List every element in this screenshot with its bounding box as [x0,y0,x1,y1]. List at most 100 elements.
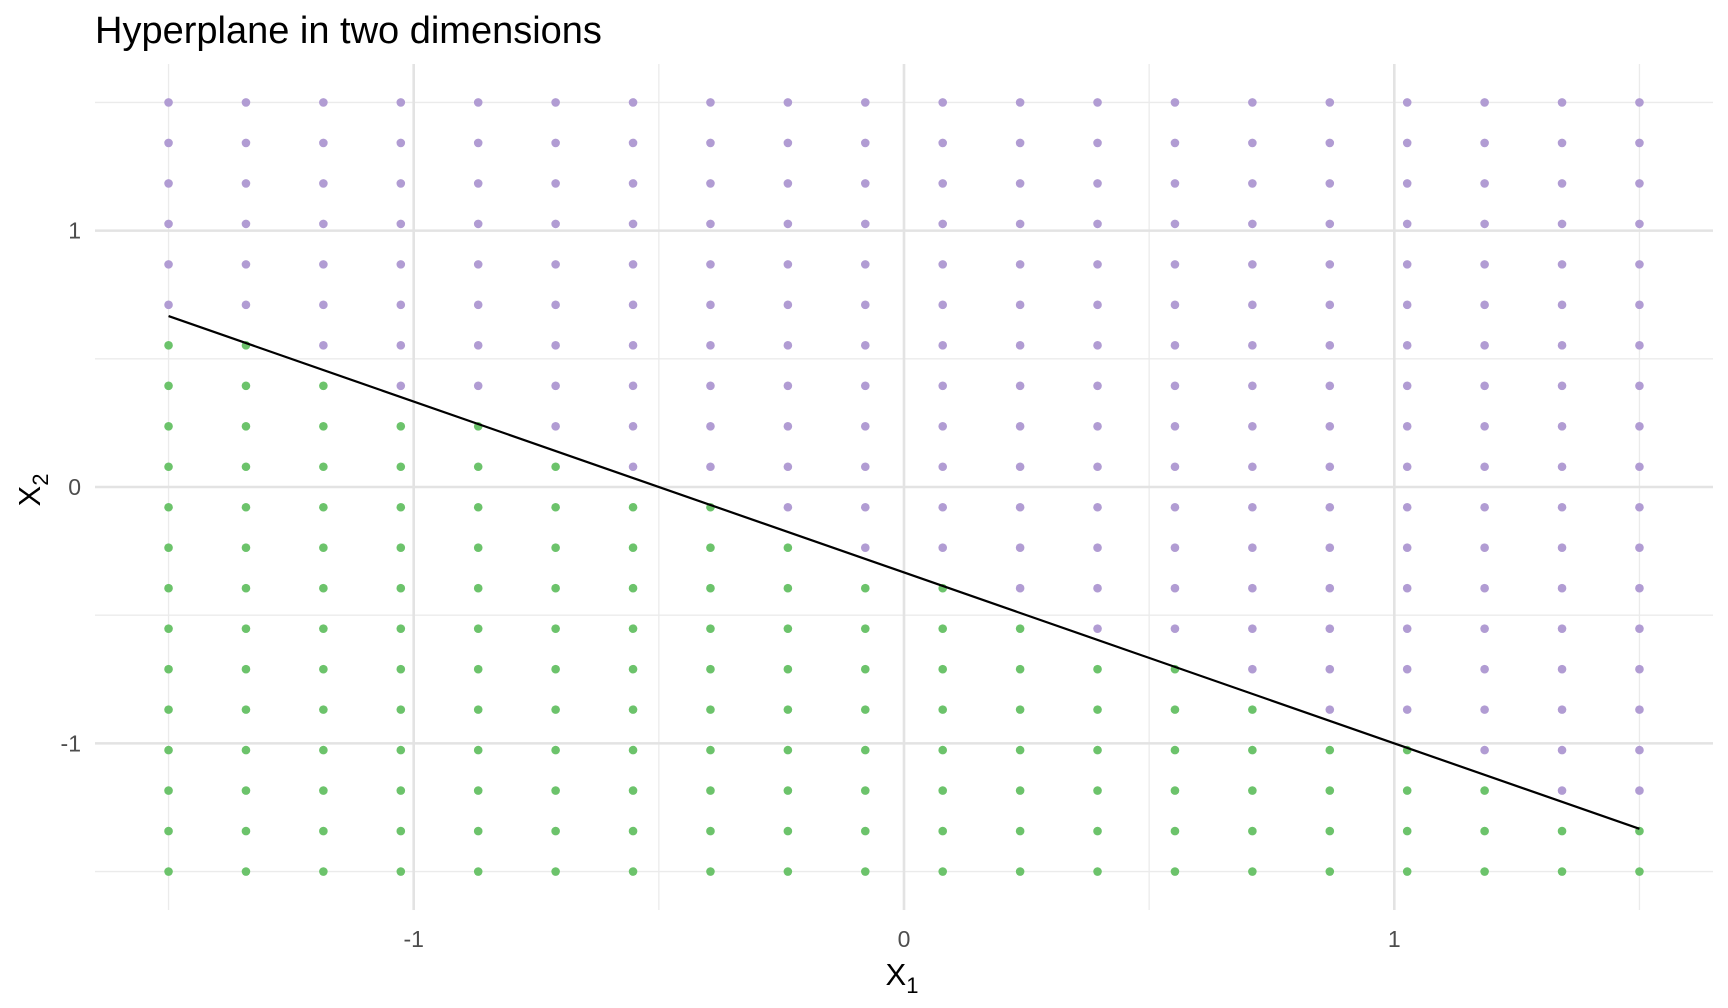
data-point-negative [938,826,948,836]
data-point-negative [783,624,793,633]
data-point-positive [241,219,251,229]
data-point-negative [783,705,793,714]
data-point-negative [628,664,638,674]
data-point-negative [1015,664,1025,674]
data-point-negative [706,583,715,593]
data-point-positive [1093,179,1102,188]
data-point-positive [473,98,483,107]
data-point-positive [938,219,948,229]
data-point-positive [938,502,948,512]
data-point-positive [860,179,870,188]
data-point-positive [1325,705,1335,714]
data-point-positive [473,179,483,188]
data-point-negative [164,745,173,755]
data-point-negative [1402,826,1412,836]
data-point-positive [1402,502,1412,512]
data-point-negative [628,502,638,512]
data-point-positive [396,219,406,229]
data-point-negative [1015,826,1025,836]
data-point-positive [1170,462,1180,472]
data-point-negative [1248,826,1257,836]
data-point-positive [1635,381,1644,391]
data-point-negative [241,421,251,431]
data-point-negative [473,786,483,795]
data-point-positive [1480,745,1489,755]
data-point-positive [319,260,328,269]
data-point-negative [319,664,328,674]
data-point-positive [1557,219,1567,229]
data-point-negative [164,341,173,350]
data-point-negative [164,664,173,674]
data-point-negative [628,786,638,795]
data-point-negative [164,462,173,472]
data-point-negative [1093,786,1102,795]
data-point-positive [1325,421,1335,431]
data-point-negative [1248,867,1257,876]
data-point-negative [938,664,948,674]
data-point-negative [783,745,793,755]
data-point-negative [1170,705,1180,714]
data-point-positive [473,138,483,148]
data-point-positive [1325,300,1335,310]
data-point-positive [1170,502,1180,512]
data-point-positive [1170,219,1180,229]
x-axis-tick-labels: -1 0 1 [403,926,1400,952]
data-point-positive [1635,260,1644,269]
data-point-negative [164,826,173,836]
data-point-positive [860,421,870,431]
data-point-positive [1325,543,1335,553]
data-point-positive [628,341,638,350]
data-point-positive [1557,300,1567,310]
data-point-positive [1402,98,1412,107]
data-point-positive [1248,421,1257,431]
data-point-positive [938,543,948,553]
data-point-positive [1635,98,1644,107]
data-point-negative [1325,745,1335,755]
data-point-positive [1248,583,1257,593]
data-point-positive [1635,745,1644,755]
data-points [164,98,1644,876]
data-point-positive [1093,219,1102,229]
data-point-positive [1557,543,1567,553]
data-point-positive [628,219,638,229]
data-point-negative [706,664,715,674]
data-point-negative [241,624,251,633]
data-point-negative [473,502,483,512]
data-point-positive [1635,502,1644,512]
data-point-negative [628,826,638,836]
data-point-positive [1170,179,1180,188]
y-tick-label: 0 [68,474,81,500]
data-point-positive [1248,300,1257,310]
data-point-negative [706,745,715,755]
data-point-positive [396,300,406,310]
data-point-positive [628,462,638,472]
data-point-negative [319,826,328,836]
data-point-positive [241,260,251,269]
data-point-positive [1170,381,1180,391]
data-point-positive [1480,341,1489,350]
data-point-positive [783,179,793,188]
data-point-negative [164,502,173,512]
data-point-negative [628,867,638,876]
data-point-negative [860,583,870,593]
data-point-positive [783,260,793,269]
data-point-negative [1480,867,1489,876]
data-point-negative [783,867,793,876]
data-point-positive [1093,260,1102,269]
data-point-positive [1480,624,1489,633]
data-point-positive [1402,705,1412,714]
data-point-positive [1557,341,1567,350]
data-point-negative [164,421,173,431]
data-point-negative [164,705,173,714]
data-point-positive [1480,583,1489,593]
data-point-negative [551,583,560,593]
data-point-positive [1480,462,1489,472]
data-point-positive [628,138,638,148]
data-point-negative [396,705,406,714]
data-point-positive [783,341,793,350]
data-point-negative [860,664,870,674]
data-point-positive [1325,664,1335,674]
data-point-positive [473,341,483,350]
data-point-negative [706,826,715,836]
